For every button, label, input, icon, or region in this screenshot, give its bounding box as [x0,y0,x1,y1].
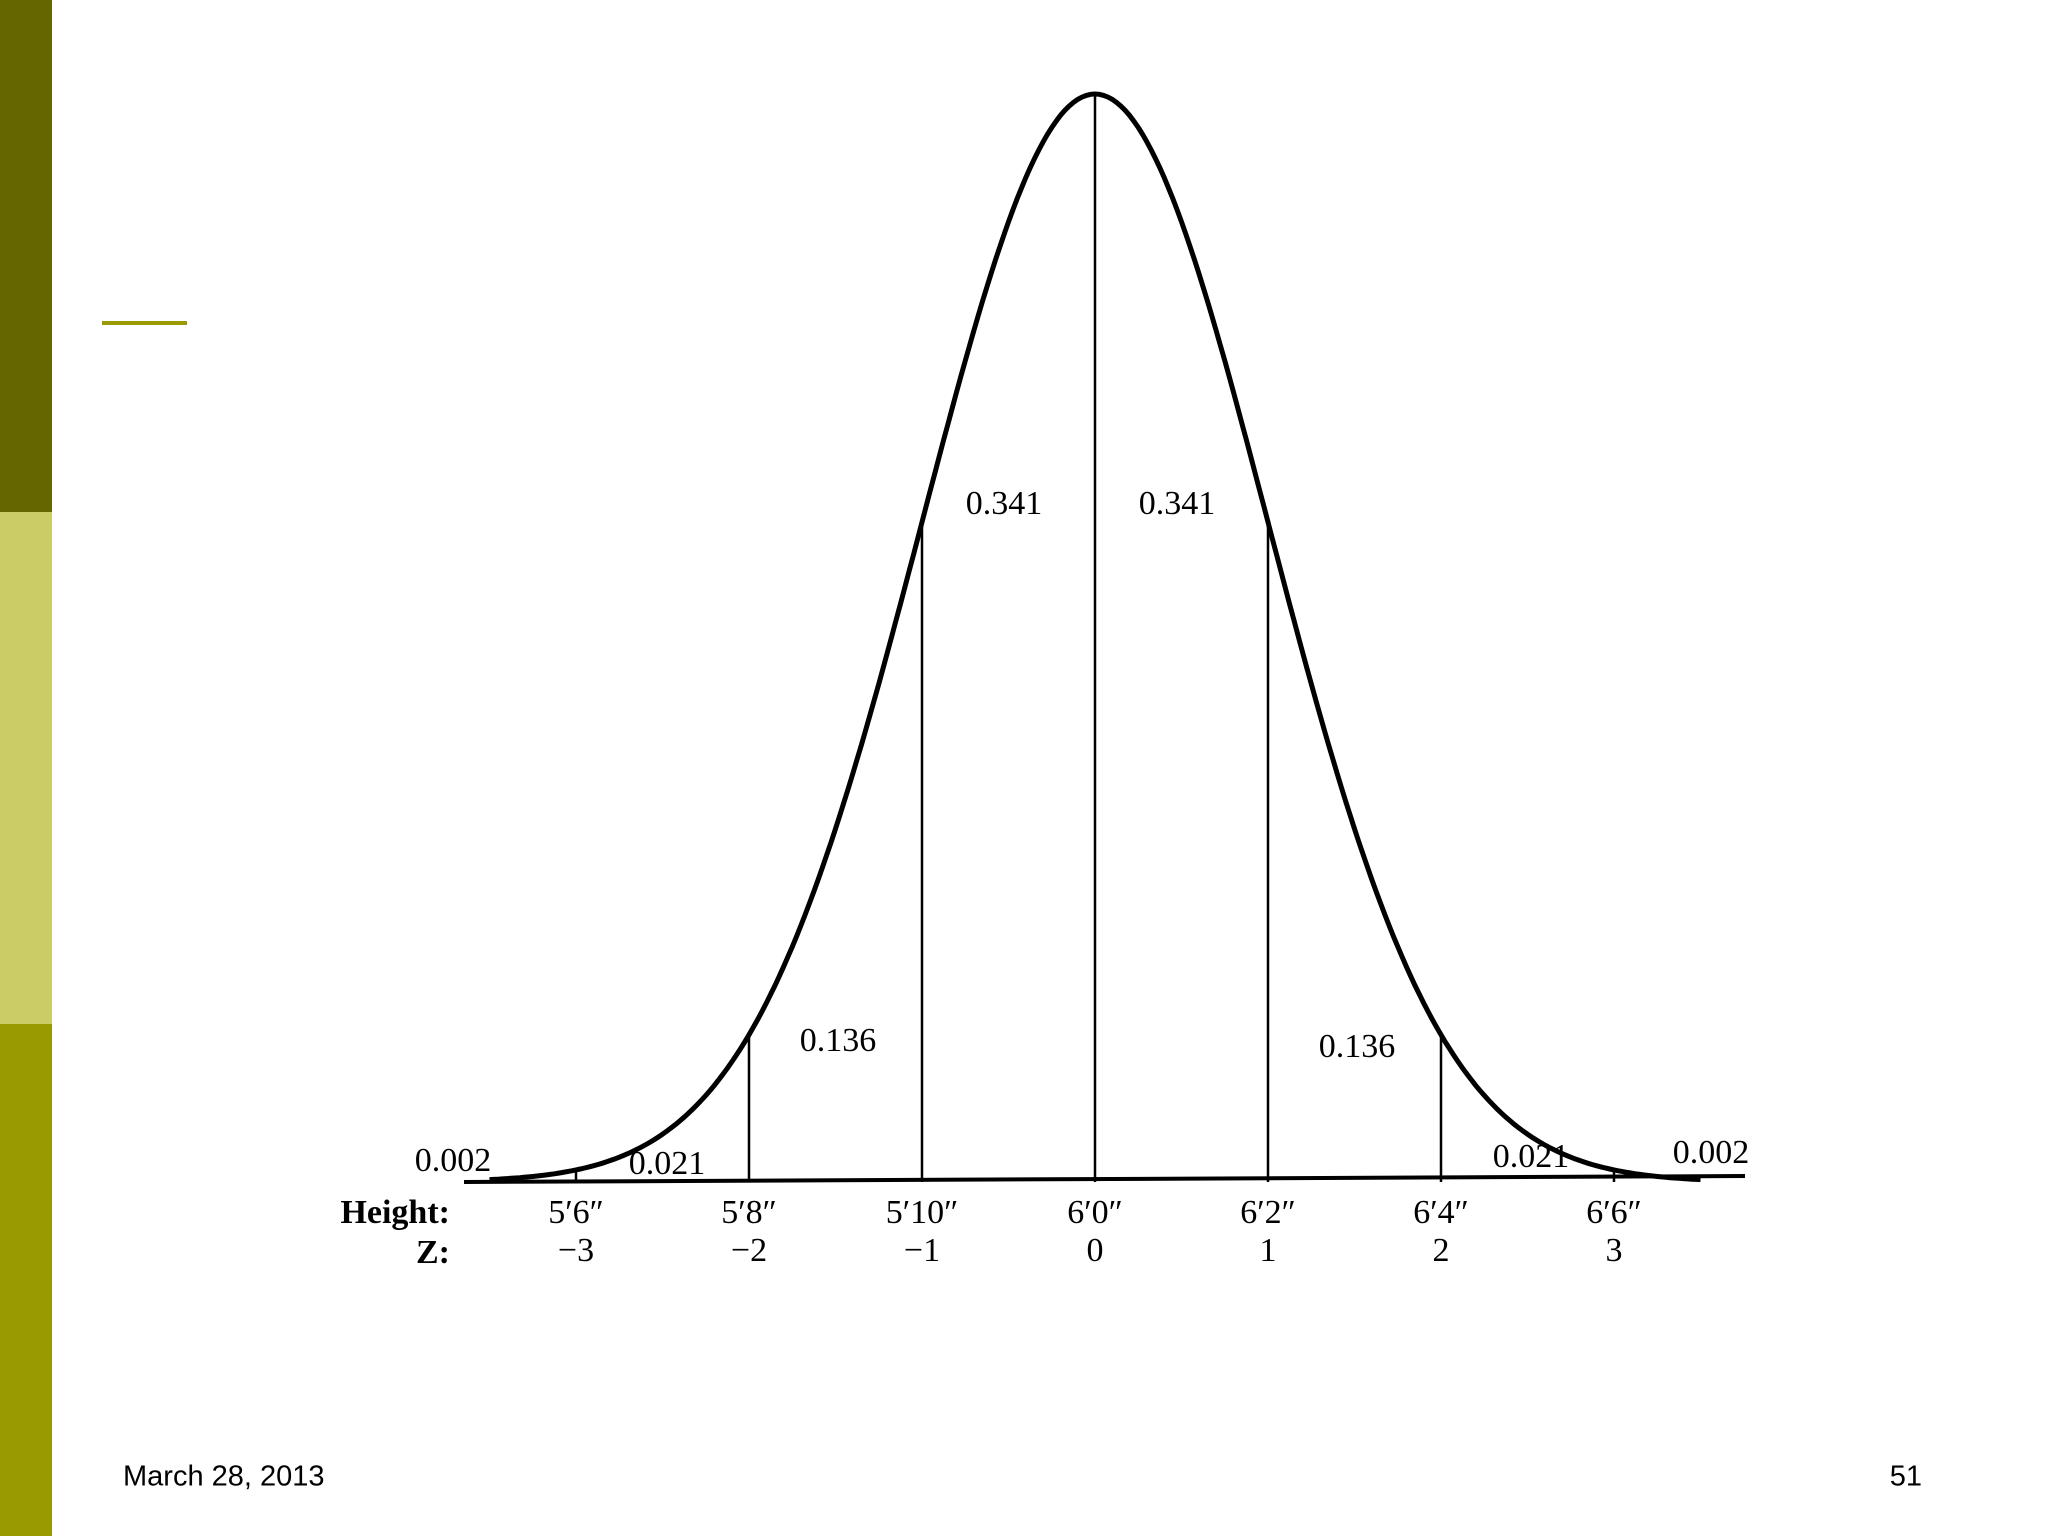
side-bar-bottom [0,1024,52,1536]
z-tick-label: −2 [731,1232,767,1269]
z-row-label: Z: [416,1234,450,1271]
area-label: 0.341 [1139,485,1216,522]
normal-curve-figure: 5′6″−3 5′8″−2 5′10″−1 6′0″0 6′2″1 6′4″2 6′6″3 0… [415,91,1750,1269]
height-tick-label: 5′8″ [721,1194,777,1231]
height-tick-label: 5′6″ [548,1194,604,1231]
page-number: 51 [1890,1461,1922,1493]
height-tick-label: 6′4″ [1413,1194,1469,1231]
area-label: 0.136 [800,1022,877,1059]
side-bar-top [0,0,52,512]
area-label: 0.341 [966,485,1043,522]
z-tick-label: 1 [1260,1232,1277,1269]
baseline [463,1174,1746,1184]
height-tick-label: 6′0″ [1067,1194,1123,1231]
z-tick-label: −3 [558,1232,594,1269]
height-row-label: Height: [340,1194,450,1231]
height-tick-label: 5′10″ [886,1194,959,1231]
z-tick-label: 2 [1433,1232,1450,1269]
z-tick-label: −1 [904,1232,940,1269]
area-label: 0.021 [1493,1138,1570,1175]
footer-date: March 28, 2013 [123,1461,325,1493]
area-label: 0.021 [629,1145,706,1182]
area-label: 0.136 [1319,1028,1396,1065]
height-tick-label: 6′2″ [1240,1194,1296,1231]
side-bar-middle [0,512,52,1024]
height-tick-label: 6′6″ [1586,1194,1642,1231]
area-label: 0.002 [1673,1134,1750,1171]
z-tick-label: 3 [1606,1232,1623,1269]
area-label: 0.002 [415,1142,492,1179]
z-tick-label: 0 [1087,1232,1104,1269]
